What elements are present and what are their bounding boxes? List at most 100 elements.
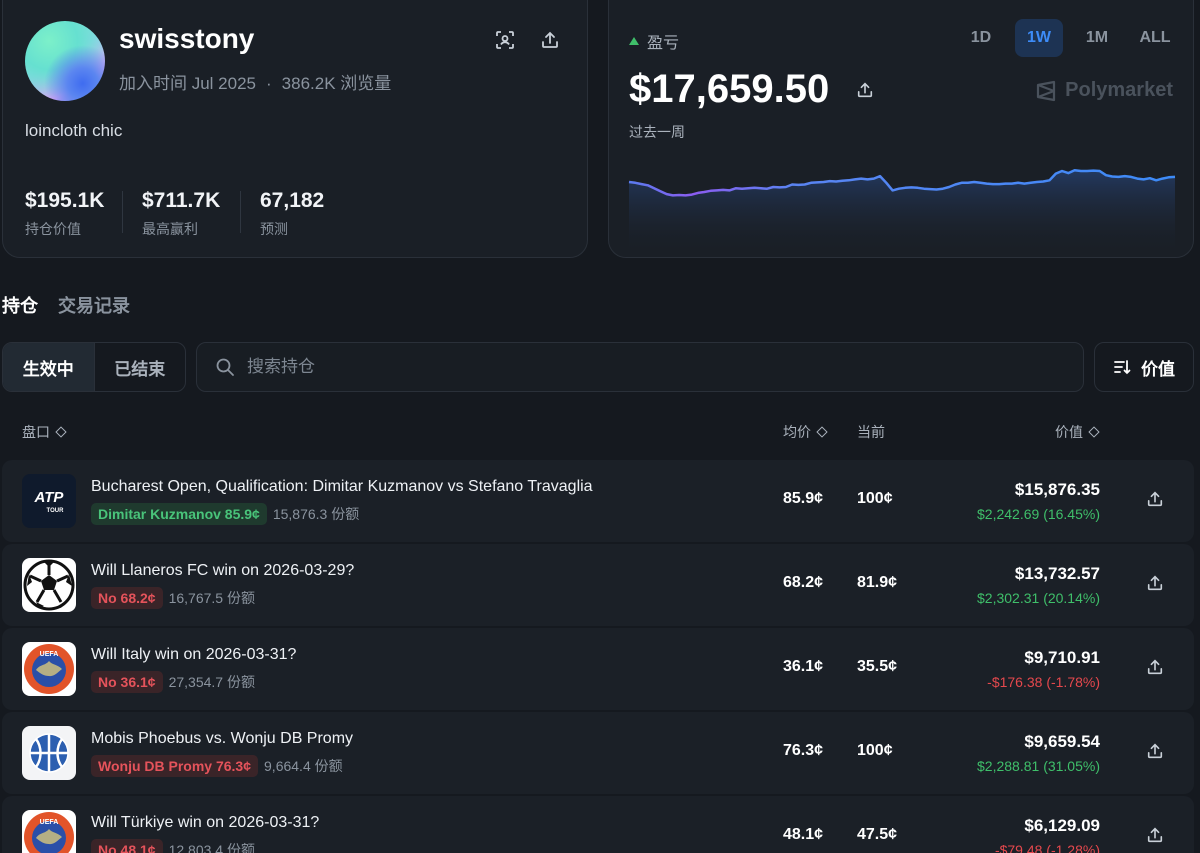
share-icon[interactable] (1146, 742, 1164, 765)
pnl-sparkline (628, 168, 1176, 256)
current-price: 81.9¢ (857, 574, 898, 591)
stat-value: $195.1K (25, 189, 105, 212)
position-title[interactable]: Mobis Phoebus vs. Wonju DB Promy (91, 730, 354, 747)
avatar[interactable] (25, 21, 105, 101)
share-count: 16,767.5 份额 (168, 590, 255, 606)
sparkline-line (628, 168, 1176, 197)
username: swisstony (119, 23, 255, 54)
current-price: 47.5¢ (857, 826, 898, 843)
stat-divider (122, 191, 123, 233)
share-count: 27,354.7 份额 (168, 674, 255, 690)
view-count: 386.2K 浏览量 (281, 74, 392, 93)
range-tab-1d[interactable]: 1D (970, 29, 992, 46)
stat-biggest-win: $711.7K 最高赢利 (142, 189, 220, 239)
svg-text:UEFA: UEFA (40, 651, 59, 658)
trend-up-icon (629, 37, 639, 45)
position-row[interactable]: UEFA Will Türkiye win on 2026-03-31? No … (2, 796, 1194, 853)
basketball-icon (22, 726, 76, 780)
avg-price: 36.1¢ (783, 658, 824, 675)
share-icon[interactable] (1146, 574, 1164, 597)
polymarket-logo-icon (1037, 80, 1056, 101)
range-tab-all[interactable]: ALL (1139, 29, 1171, 46)
position-value: $13,732.57 (1014, 564, 1100, 583)
range-tab-1w[interactable]: 1W (1015, 19, 1063, 57)
position-title[interactable]: Will Türkiye win on 2026-03-31? (91, 814, 320, 831)
position-value: $9,710.91 (1024, 648, 1100, 667)
position-title[interactable]: Bucharest Open, Qualification: Dimitar K… (91, 478, 593, 495)
avg-price: 85.9¢ (783, 490, 824, 507)
position-title[interactable]: Will Italy win on 2026-03-31? (91, 646, 297, 663)
header-market-label: 盘口 (22, 424, 50, 440)
pnl-amount: $17,659.50 (629, 67, 830, 111)
header-avg-label: 均价 (783, 424, 811, 440)
polymarket-brand: Polymarket (1035, 79, 1173, 102)
filter-closed[interactable]: 已结束 (114, 359, 166, 379)
pnl-share-icon[interactable] (852, 77, 878, 103)
scan-icon[interactable] (492, 27, 518, 53)
position-pnl: $2,242.69 (16.45%) (977, 506, 1100, 522)
share-count: 12,803.4 份额 (168, 842, 255, 853)
tab-positions[interactable]: 持仓 (2, 296, 38, 316)
tab-history[interactable]: 交易记录 (58, 296, 130, 316)
stat-label: 持仓价值 (25, 221, 81, 237)
position-meta: No 36.1¢ 27,354.7 份额 (91, 671, 255, 693)
share-icon[interactable] (537, 27, 563, 53)
filter-active[interactable]: 生效中 (3, 343, 95, 391)
outcome-badge: No 68.2¢ (91, 587, 163, 609)
sort-chevron-icon (1088, 426, 1100, 438)
position-row[interactable]: UEFA Will Italy win on 2026-03-31? No 36… (2, 628, 1194, 710)
avg-price: 48.1¢ (783, 826, 824, 843)
position-row[interactable]: Mobis Phoebus vs. Wonju DB Promy Wonju D… (2, 712, 1194, 794)
position-row[interactable]: Will Llaneros FC win on 2026-03-29? No 6… (2, 544, 1194, 626)
avg-price: 76.3¢ (783, 742, 824, 759)
stat-label: 预测 (260, 221, 288, 237)
svg-text:ATP: ATP (34, 489, 65, 506)
status-filter: 生效中 已结束 (2, 342, 186, 392)
position-pnl: -$79.48 (-1.28%) (994, 842, 1100, 853)
position-value: $15,876.35 (1014, 480, 1100, 499)
search-box (196, 342, 1084, 392)
sparkline-area (629, 170, 1175, 256)
stat-predictions: 67,182 预测 (260, 189, 324, 239)
sort-label: 价值 (1141, 359, 1175, 379)
current-price: 100¢ (857, 742, 893, 759)
pnl-period: 过去一周 (629, 124, 685, 140)
sort-button[interactable]: 价值 (1094, 342, 1194, 392)
position-title[interactable]: Will Llaneros FC win on 2026-03-29? (91, 562, 355, 579)
share-icon[interactable] (1146, 658, 1164, 681)
share-count: 15,876.3 份额 (272, 506, 360, 522)
share-icon[interactable] (1146, 490, 1164, 513)
header-value[interactable]: 价值 (1055, 422, 1100, 442)
share-icon[interactable] (1146, 826, 1164, 849)
header-avg-price[interactable]: 均价 (783, 422, 828, 442)
position-row[interactable]: ATP TOUR Bucharest Open, Qualification: … (2, 460, 1194, 542)
profile-card: swisstony 加入时间 Jul 2025 · 386.2K 浏览量 loinc… (2, 0, 588, 258)
outcome-badge: Wonju DB Promy 76.3¢ (91, 755, 259, 777)
position-meta: Dimitar Kuzmanov 85.9¢ 15,876.3 份额 (91, 503, 359, 525)
position-value: $9,659.54 (1024, 732, 1100, 751)
current-price: 35.5¢ (857, 658, 898, 675)
uefa-logo-icon: UEFA (22, 810, 76, 853)
soccer-ball-icon (22, 558, 76, 612)
sort-chevron-icon (55, 426, 67, 438)
range-tabs: 1D 1W 1M ALL (957, 19, 1179, 57)
header-market[interactable]: 盘口 (22, 422, 67, 442)
outcome-badge: No 48.1¢ (91, 839, 163, 853)
sort-chevron-icon (816, 426, 828, 438)
sort-icon (1114, 360, 1131, 375)
search-input[interactable] (247, 357, 847, 377)
position-pnl: $2,288.81 (31.05%) (977, 758, 1100, 774)
share-count: 9,664.4 份额 (264, 758, 343, 774)
meta-separator: · (266, 74, 272, 93)
range-tab-1m[interactable]: 1M (1085, 29, 1109, 46)
profile-bio: loincloth chic (25, 121, 123, 140)
pnl-value: $17,659.50 (629, 67, 829, 112)
current-price: 100¢ (857, 490, 893, 507)
stat-label: 最高赢利 (142, 221, 198, 237)
position-pnl: $2,302.31 (20.14%) (977, 590, 1100, 606)
outcome-badge: Dimitar Kuzmanov 85.9¢ (91, 503, 267, 525)
header-value-label: 价值 (1055, 424, 1083, 440)
position-meta: No 68.2¢ 16,767.5 份额 (91, 587, 255, 609)
svg-text:TOUR: TOUR (47, 508, 65, 514)
pnl-label: 盈亏 (629, 29, 679, 53)
